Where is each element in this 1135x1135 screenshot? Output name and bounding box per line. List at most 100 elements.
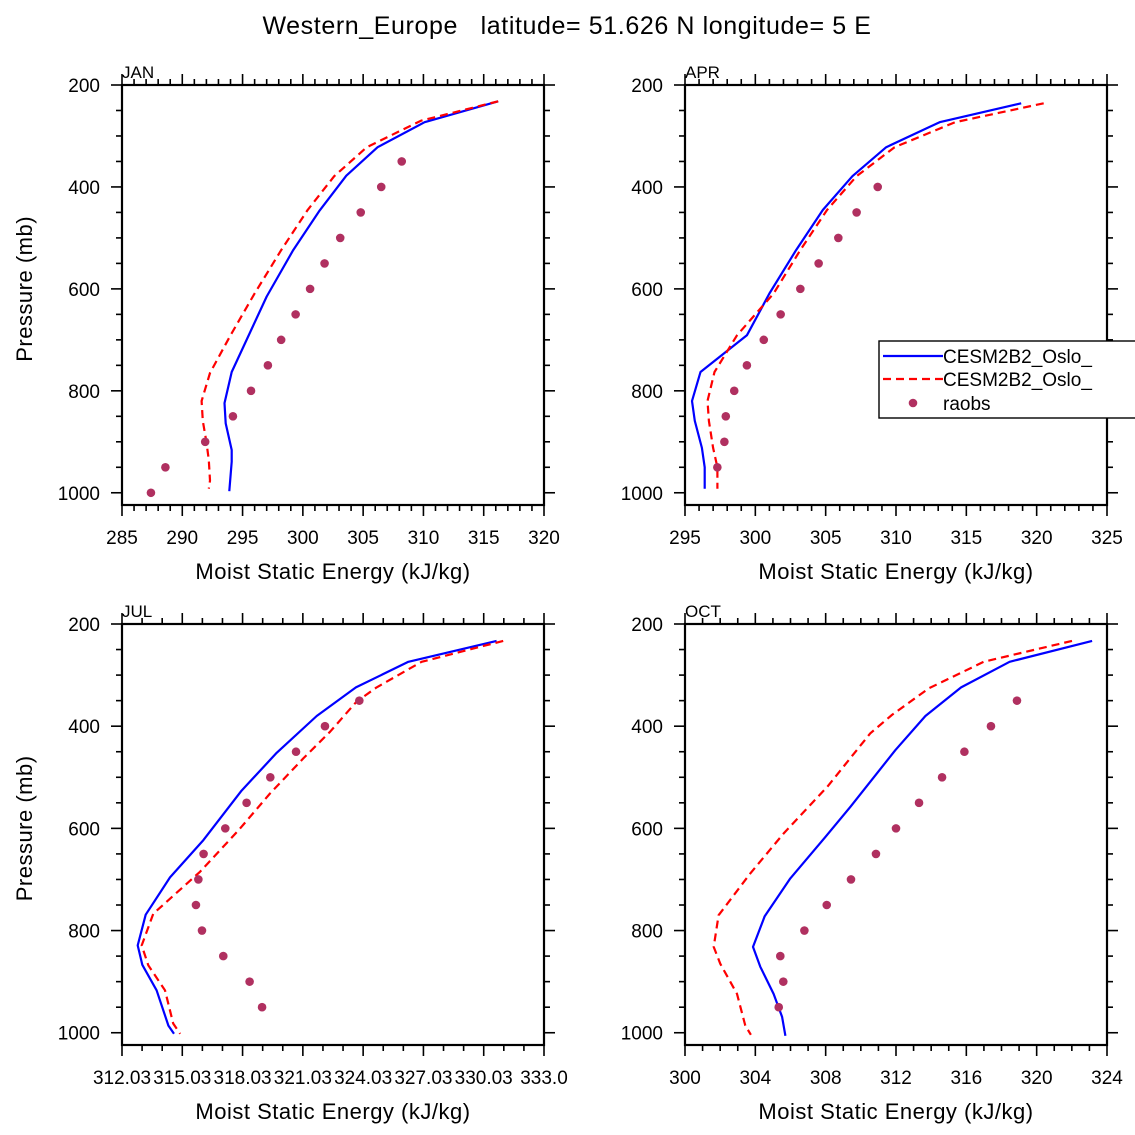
figure-title: Western_Europe latitude= 51.626 N longit…	[262, 12, 871, 40]
plot-frame	[683, 83, 1109, 507]
raobs-point	[800, 926, 809, 935]
model-line-solid	[690, 102, 1022, 489]
y-tick-label: 600	[68, 280, 100, 301]
x-tick-label: 321.03	[274, 1068, 332, 1089]
raobs-point	[266, 772, 275, 782]
plot-frame	[120, 83, 546, 507]
raobs-point	[713, 462, 722, 472]
raobs-point	[1012, 696, 1022, 705]
raobs-point	[291, 747, 301, 757]
x-tick-label: 333.0	[520, 1068, 568, 1089]
x-tick-label: 300	[287, 528, 319, 549]
raobs-point	[291, 310, 300, 319]
raobs-point	[218, 951, 228, 961]
x-tick-label: 325	[1091, 528, 1123, 549]
x-tick-label: 305	[810, 528, 842, 549]
panel-label: OCT	[685, 602, 721, 621]
model-line-solid	[136, 639, 497, 1035]
raobs-point	[276, 335, 286, 345]
raobs-point	[242, 798, 251, 808]
x-tick-label: 320	[528, 528, 560, 549]
raobs-point	[146, 488, 156, 498]
raobs-point	[257, 1002, 267, 1012]
raobs-point	[937, 772, 947, 782]
model-line-dashed	[140, 639, 504, 1035]
raobs-point	[220, 824, 230, 833]
x-tick-label: 285	[106, 528, 138, 549]
x-tick-label: 316	[950, 1068, 982, 1089]
y-tick-label: 1000	[58, 1024, 100, 1045]
x-tick-label: 300	[739, 528, 771, 549]
raobs-point	[960, 747, 969, 757]
y-tick-label: 600	[631, 280, 663, 301]
x-tick-label: 310	[880, 528, 912, 549]
y-tick-label: 800	[631, 922, 663, 943]
y-tick-label: 400	[631, 717, 663, 738]
raobs-point	[194, 875, 203, 884]
panel-jul: 312.03 315.03 318.03 321.03 324.03 327.03 330.…	[12, 602, 568, 1124]
x-tick-label: 290	[166, 528, 198, 549]
raobs-point	[397, 157, 407, 166]
raobs-point	[729, 386, 739, 396]
y-tick-label: 200	[631, 76, 663, 97]
legend-box	[878, 340, 1135, 419]
legend-label: CESM2B2_Oslo_	[943, 347, 1092, 368]
y-tick-label: 200	[631, 615, 663, 636]
raobs-point	[263, 361, 273, 370]
raobs-point	[200, 437, 210, 447]
panel-apr: 295 300 305 310 315 320 325 200 400 600 800 1000 Moi…	[621, 63, 1123, 584]
y-tick-label: 200	[68, 76, 100, 97]
raobs-point	[721, 412, 731, 421]
plot-frame	[120, 622, 546, 1047]
raobs-point	[191, 900, 201, 910]
raobs-point	[796, 284, 805, 294]
y-tick-label: 200	[68, 615, 100, 636]
model-line-dashed	[200, 100, 499, 489]
x-tick-label: 295	[227, 528, 259, 549]
raobs-point	[335, 233, 345, 243]
y-axis-title: Pressure (mb)	[12, 755, 37, 901]
panel-jan: 285 290 295 300 305 310 315 320 200 400 600 800 1000…	[12, 63, 560, 584]
raobs-point	[246, 386, 256, 396]
x-tick-label: 310	[408, 528, 440, 549]
raobs-point	[891, 824, 901, 833]
x-tick-label: 304	[739, 1068, 771, 1089]
legend: CESM2B2_Oslo_CESM2B2_Oslo_raobs	[878, 340, 1135, 419]
x-tick-label: 312	[880, 1068, 912, 1089]
raobs-point	[873, 182, 883, 192]
raobs-point	[834, 233, 843, 243]
raobs-point	[245, 977, 254, 986]
raobs-point	[320, 721, 330, 731]
x-tick-label: 318.03	[214, 1068, 272, 1089]
raobs-point	[320, 259, 329, 268]
y-tick-label: 400	[631, 178, 663, 199]
raobs-point	[161, 462, 170, 472]
y-tick-label: 800	[631, 382, 663, 403]
y-tick-label: 600	[68, 819, 100, 840]
y-tick-label: 1000	[58, 484, 100, 505]
raobs-point	[742, 361, 752, 370]
x-axis-title: Moist Static Energy (kJ/kg)	[758, 559, 1033, 584]
legend-label: CESM2B2_Oslo_	[943, 370, 1092, 391]
raobs-point	[356, 208, 366, 217]
legend-entry: raobs	[908, 394, 991, 415]
plot-frame	[683, 622, 1109, 1047]
legend-label: raobs	[943, 394, 991, 415]
raobs-point	[986, 721, 996, 731]
x-tick-label: 312.03	[93, 1068, 151, 1089]
x-tick-label: 320	[1021, 1068, 1053, 1089]
x-tick-label: 330.03	[455, 1068, 513, 1089]
raobs-point	[814, 259, 823, 268]
raobs-point	[720, 437, 729, 447]
x-tick-label: 300	[669, 1068, 701, 1089]
x-tick-label: 324	[1091, 1068, 1123, 1089]
x-tick-label: 320	[1021, 528, 1053, 549]
raobs-point	[199, 849, 208, 859]
legend-entry: CESM2B2_Oslo_	[883, 347, 1092, 368]
y-tick-label: 400	[68, 717, 100, 738]
raobs-point	[759, 335, 769, 345]
model-line-solid	[223, 100, 499, 492]
model-line-dashed	[706, 102, 1044, 489]
raobs-point	[376, 182, 386, 192]
x-tick-label: 315	[950, 528, 982, 549]
